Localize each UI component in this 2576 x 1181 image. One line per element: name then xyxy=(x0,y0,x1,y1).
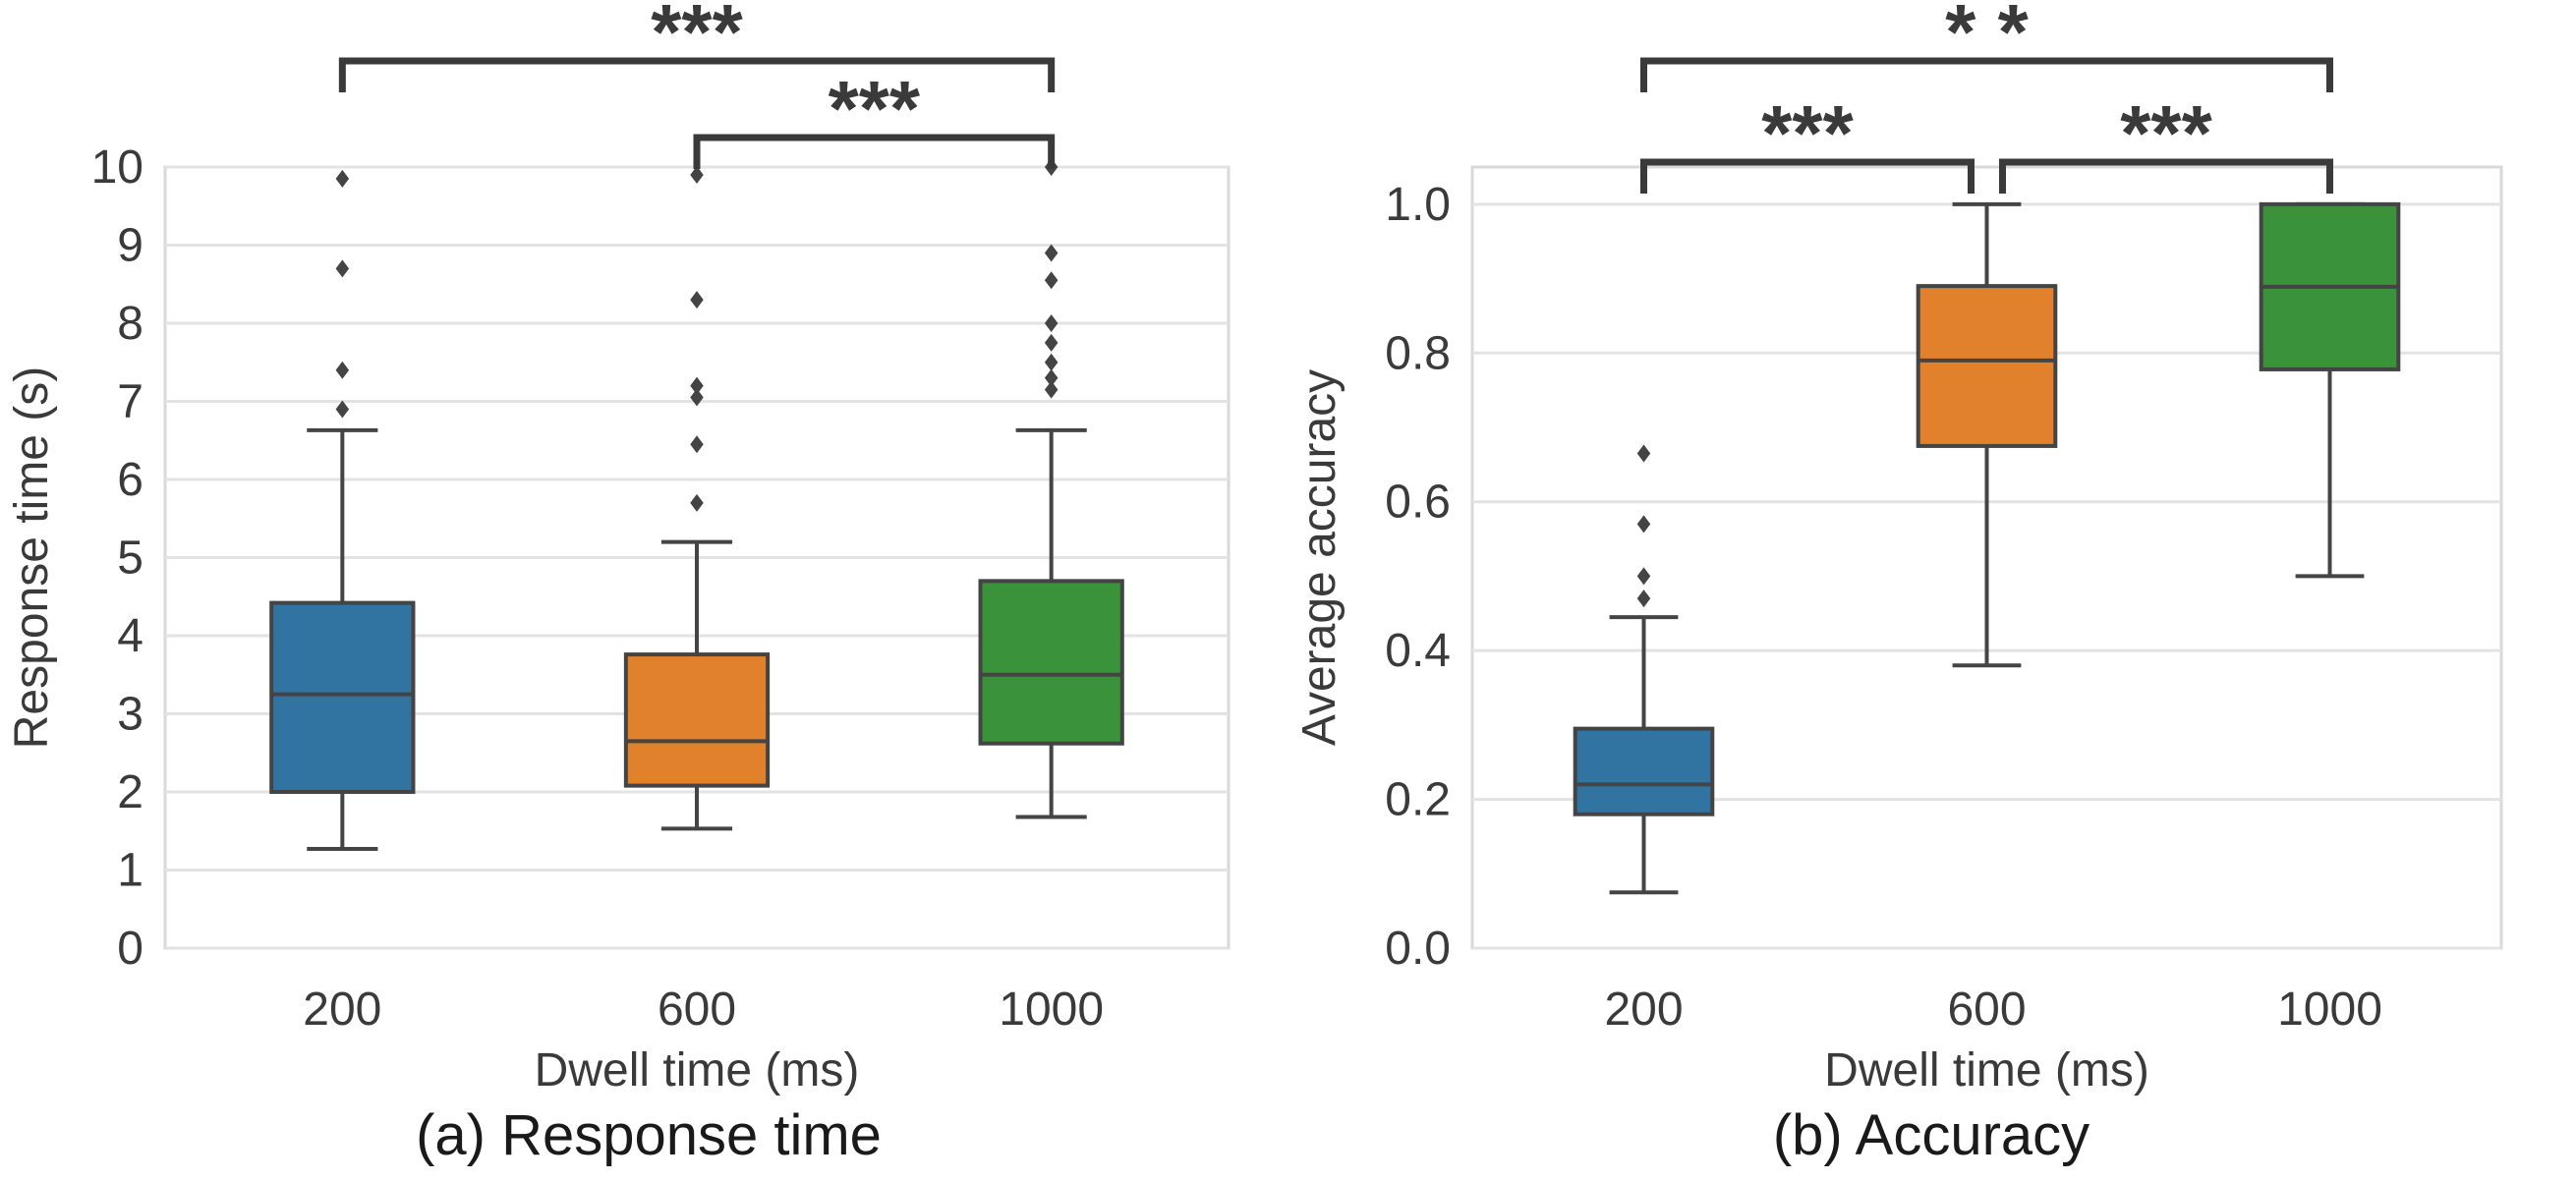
outlier-point xyxy=(1044,271,1059,290)
outlier-point xyxy=(1044,244,1059,262)
outlier-point xyxy=(335,169,350,188)
outlier-point xyxy=(690,165,704,184)
box-200 xyxy=(269,169,416,852)
outlier-point xyxy=(335,361,350,379)
bracket-line xyxy=(1999,158,2333,194)
outlier-point xyxy=(690,376,704,395)
x-tick-label: 600 xyxy=(1947,984,2026,1036)
y-tick-label: 0 xyxy=(117,923,143,975)
y-tick-label: 1 xyxy=(117,845,143,897)
y-tick-label: 10 xyxy=(91,141,143,194)
box-1000 xyxy=(978,158,1124,819)
box-1000 xyxy=(2259,201,2401,579)
y-tick-label: 4 xyxy=(117,610,143,662)
y-tick-label: 0.6 xyxy=(1385,477,1451,529)
bracket-line xyxy=(338,57,1056,92)
panel-caption: (a) Response time xyxy=(416,1103,882,1167)
y-tick-label: 6 xyxy=(117,454,143,506)
y-tick-label: 3 xyxy=(117,689,143,741)
significance-label: *** xyxy=(1761,89,1854,177)
outlier-point xyxy=(1044,368,1059,387)
panel-caption: (b) Accuracy xyxy=(1773,1103,2089,1167)
outlier-point xyxy=(1636,515,1651,534)
significance-label: *** xyxy=(651,0,743,76)
box-600 xyxy=(623,165,771,831)
outlier-point xyxy=(1044,314,1059,332)
x-axis-label: Dwell time (ms) xyxy=(1824,1044,2149,1097)
y-tick-label: 0.2 xyxy=(1385,774,1451,826)
significance-label: *** xyxy=(2120,89,2212,177)
y-tick-label: 2 xyxy=(117,766,143,818)
outlier-point xyxy=(1044,353,1059,371)
iqr-box xyxy=(269,600,416,794)
significance-label: * * xyxy=(1945,0,2029,76)
box-200 xyxy=(1573,444,1715,895)
y-tick-label: 5 xyxy=(117,533,143,585)
panel-accuracy: 0.0 0.2 0.4 0.6 0.8 1.0 200 600 1000 Dwell time (… xyxy=(1293,0,2503,1167)
significance-bracket: * * xyxy=(1640,0,2333,92)
y-axis-label: Response time (s) xyxy=(6,366,58,749)
panel-response-time: 0 1 2 3 4 5 6 7 8 9 10 200 600 1000 Dwell time (ms) Res… xyxy=(6,0,1231,1167)
outlier-point xyxy=(1636,590,1651,608)
x-axis-label: Dwell time (ms) xyxy=(535,1044,860,1097)
outlier-point xyxy=(690,291,704,309)
x-tick-label: 1000 xyxy=(999,984,1104,1036)
x-tick-label: 200 xyxy=(303,984,381,1036)
y-tick-label: 1.0 xyxy=(1385,179,1451,231)
iqr-box xyxy=(978,579,1124,746)
iqr-box xyxy=(1916,284,2058,448)
outlier-point xyxy=(690,435,704,454)
significance-bracket: *** xyxy=(1640,89,1975,194)
significance-bracket: *** xyxy=(1999,89,2333,194)
outlier-point xyxy=(1044,380,1059,399)
outlier-point xyxy=(690,493,704,512)
x-tick-label: 600 xyxy=(658,984,736,1036)
outlier-point xyxy=(1636,567,1651,586)
box-600 xyxy=(1916,201,2058,668)
outlier-point xyxy=(690,388,704,407)
y-tick-label: 7 xyxy=(117,376,143,428)
iqr-box xyxy=(1573,726,1715,816)
bracket-line xyxy=(1640,158,1975,194)
y-tick-label: 0.8 xyxy=(1385,327,1451,379)
y-tick-label: 8 xyxy=(117,298,143,350)
y-tick-label: 9 xyxy=(117,220,143,272)
y-axis-label: Average accuracy xyxy=(1293,369,1345,746)
y-tick-label: 0.4 xyxy=(1385,625,1451,677)
x-tick-label: 200 xyxy=(1604,984,1683,1036)
x-tick-label: 1000 xyxy=(2277,984,2382,1036)
outlier-point xyxy=(335,400,350,419)
outlier-point xyxy=(1636,444,1651,463)
significance-bracket: *** xyxy=(693,65,1056,169)
y-tick-label: 0.0 xyxy=(1385,923,1451,975)
bracket-line xyxy=(1640,57,2333,92)
significance-bracket: *** xyxy=(338,0,1056,92)
outlier-point xyxy=(1044,333,1059,352)
iqr-box xyxy=(623,652,771,788)
significance-label: *** xyxy=(829,65,921,152)
outlier-point xyxy=(335,259,350,278)
bracket-line xyxy=(693,134,1056,169)
